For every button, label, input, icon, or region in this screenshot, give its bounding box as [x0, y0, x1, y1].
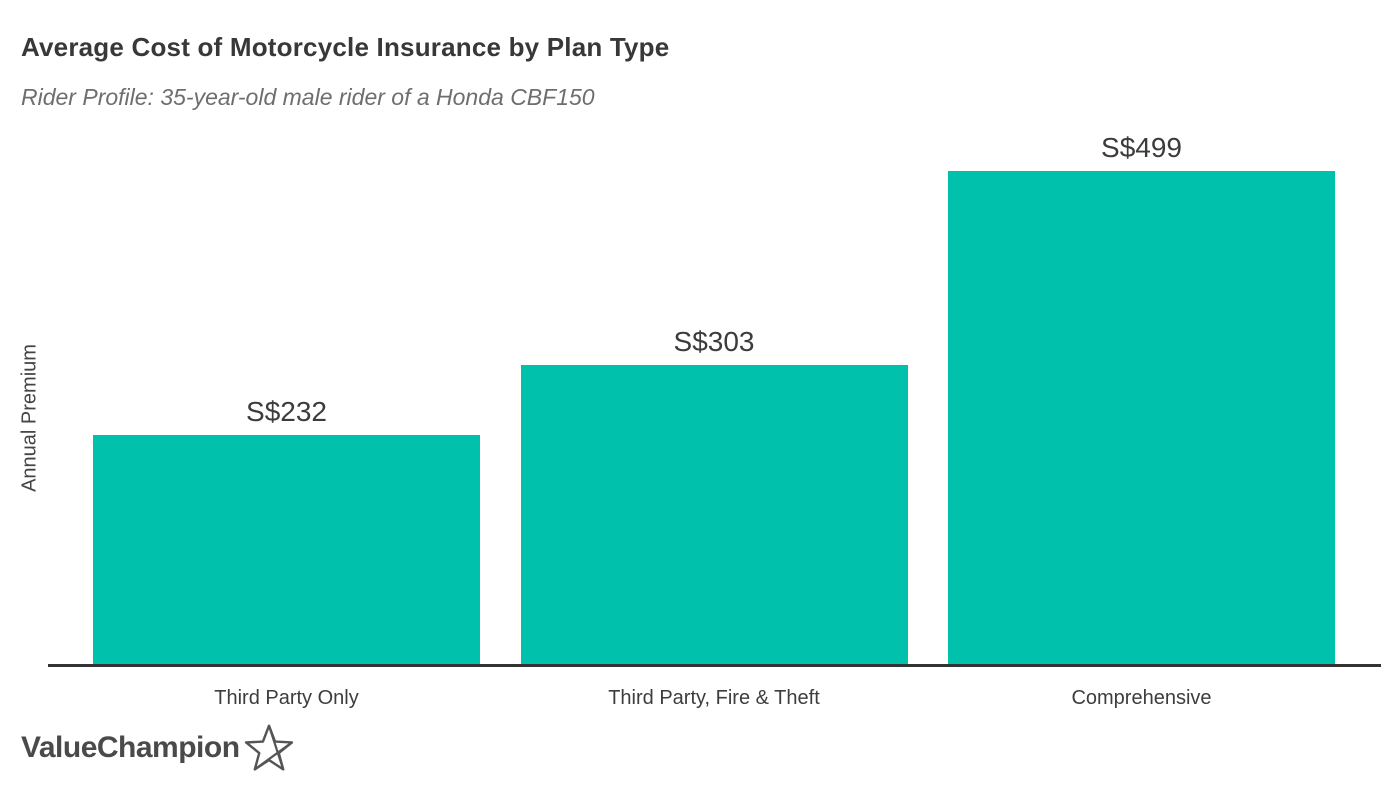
bar [948, 171, 1335, 664]
chart-subtitle: Rider Profile: 35-year-old male rider of… [21, 84, 595, 110]
chart-title: Average Cost of Motorcycle Insurance by … [21, 32, 670, 62]
star-icon [244, 724, 293, 771]
x-tick-label: Third Party Only [214, 687, 359, 709]
footer-logo: ValueChampion [21, 722, 296, 774]
bar [93, 435, 480, 664]
bar-value-label: S$232 [246, 396, 327, 427]
logo-text: ValueChampion [21, 731, 240, 764]
bar-value-label: S$303 [673, 326, 755, 357]
bar-value-label: S$499 [1101, 132, 1182, 163]
x-tick-label: Comprehensive [1071, 687, 1212, 709]
x-axis-line [48, 664, 1381, 667]
x-tick-label: Third Party, Fire & Theft [608, 687, 820, 709]
bar [520, 365, 908, 664]
